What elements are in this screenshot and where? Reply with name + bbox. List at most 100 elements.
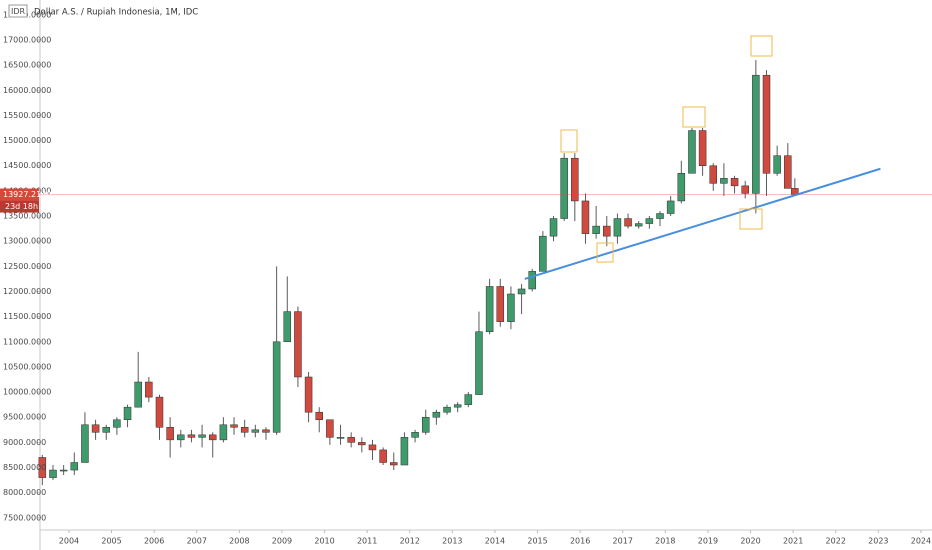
y-tick-label: 17000.0000 [3,35,51,44]
candle-body [443,406,451,413]
candle-body [283,311,292,343]
candle-body [666,200,675,214]
candle-body [773,155,781,174]
y-tick-label: 10500.0000 [3,362,51,371]
candle-body [326,419,334,438]
y-tick-label: 12000.0000 [3,287,51,296]
candle-body [166,427,174,441]
y-tick-label: 8500.0000 [3,463,46,472]
y-tick-label: 16500.0000 [3,61,51,70]
candle-body [421,416,430,433]
x-tick-label: 2020 [740,537,760,546]
candle-body [262,429,270,433]
x-tick-label: 2023 [868,537,888,546]
candle-body [496,286,505,322]
y-tick-label: 12500.0000 [3,262,51,271]
currency-box [8,4,28,18]
x-tick-label: 2004 [59,537,79,546]
candle-body [677,173,686,202]
x-tick-label: 2012 [400,537,420,546]
y-tick-label: 9500.0000 [3,413,46,422]
candle-body [123,406,132,420]
x-tick-label: 2013 [442,537,462,546]
candle-body [59,469,68,472]
y-tick-label: 13000.0000 [3,237,51,246]
highlight-box [739,208,763,230]
highlight-box [682,106,706,128]
x-tick-label: 2011 [357,537,377,546]
candle-body [507,293,515,322]
x-tick-label: 2022 [826,537,846,546]
x-tick-label: 2015 [527,537,547,546]
candle-body [752,74,760,194]
x-tick-label: 2014 [485,537,505,546]
candle-body [208,434,217,441]
candle-body [358,442,366,446]
candle-body [400,437,409,466]
x-tick-label: 2007 [187,537,207,546]
candle-body [581,200,590,234]
countdown-label: 23d 18h [5,202,38,211]
x-tick-label: 2010 [314,537,334,546]
candle-body [336,437,345,439]
candle-body [784,155,792,189]
highlight-boxes [560,35,773,263]
y-tick-label: 8000.0000 [3,488,46,497]
x-tick-label: 2016 [570,537,590,546]
candle-body [134,381,142,408]
candle-body [432,411,441,418]
candle-body [645,218,654,224]
candle-body [549,218,558,237]
candle-body [315,411,323,420]
candle-body [145,381,153,398]
candle-body [475,331,483,395]
candle-body [517,288,526,295]
y-tick-label: 13500.0000 [3,212,51,221]
y-tick-label: 7500.0000 [3,513,46,522]
x-tick-label: 2018 [655,537,675,546]
candle-body [603,225,611,237]
candle-body [81,424,89,463]
candle-body [730,178,739,187]
candle-body [102,427,110,433]
last-price-label: 13927.2140 [3,190,51,199]
candle-body [155,396,164,428]
y-tick-label: 15000.0000 [3,136,51,145]
candle-body [411,432,419,438]
y-tick-label: 16000.0000 [3,86,51,95]
y-tick-label: 9000.0000 [3,438,46,447]
candle-body [49,469,57,478]
candle-body [240,427,249,433]
candle-body [272,341,281,433]
x-tick-label: 2005 [101,537,121,546]
candle-body [368,444,377,451]
candle-body [613,218,622,237]
candle-body [656,213,664,219]
candle-body [177,434,185,441]
candle-body [624,218,632,227]
currency-label: IDR [11,7,26,16]
candle-body [70,462,79,471]
candle-body [688,130,696,174]
countdown-box [0,200,39,213]
y-tick-label: 15500.0000 [3,111,51,120]
x-tick-label: 2008 [229,537,249,546]
candle-body [251,429,260,433]
candle-body [464,394,473,405]
y-tick-label: 10000.0000 [3,388,51,397]
candle-body [709,165,718,184]
candle-body [528,271,536,290]
y-tick-label: 14500.0000 [3,161,51,170]
highlight-box [596,242,614,263]
candle-body [453,404,462,408]
candle-body [304,376,313,413]
y-tick-label: 11000.0000 [3,337,51,346]
candle-body [91,424,100,433]
highlight-box [560,129,578,153]
plot-area [38,60,932,486]
trendline [524,167,881,280]
candle-body [198,434,206,438]
candle-body [560,157,568,219]
